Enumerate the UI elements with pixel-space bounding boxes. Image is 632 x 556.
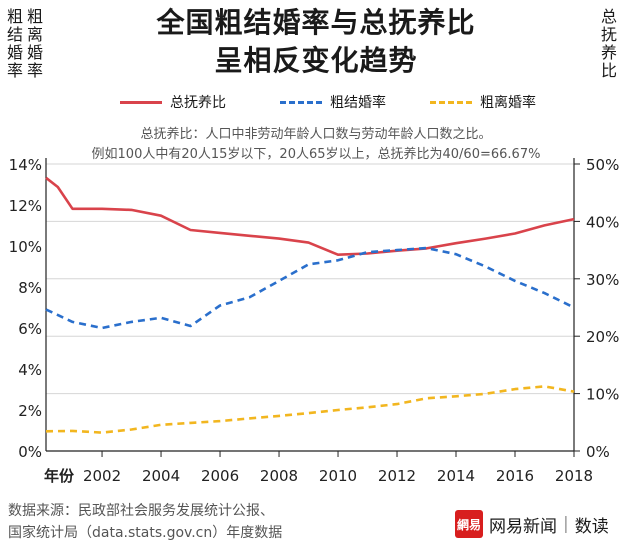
series-line-dependency [45, 176, 575, 256]
legend-item-divorce: 粗离婚率 [430, 92, 536, 112]
right-axis-label: 总抚养比 [600, 7, 617, 80]
chart-title: 全国粗结婚率与总抚养比 呈相反变化趋势 [0, 4, 632, 80]
left-axis-label-marriage: 粗结婚率 [6, 7, 23, 80]
title-line-1: 全国粗结婚率与总抚养比 [156, 6, 476, 39]
right-tick-label: 0% [586, 443, 610, 461]
title-line-2: 呈相反变化趋势 [214, 44, 418, 77]
brand-divider: | [563, 514, 569, 534]
legend-label-divorce: 粗离婚率 [480, 95, 536, 111]
x-axis-title: 年份 [44, 467, 75, 485]
brand-sub: 数读 [574, 516, 609, 537]
x-tick-label: 2014 [437, 467, 475, 485]
x-tick-label: 2016 [496, 467, 534, 485]
right-tick-label: 10% [586, 386, 619, 404]
legend-swatch-marriage [280, 100, 322, 104]
x-tick-label: 2008 [260, 467, 298, 485]
legend-item-marriage: 粗结婚率 [280, 92, 386, 112]
netease-logo-icon: 網易 [455, 510, 483, 538]
x-tick-label: 2010 [319, 467, 357, 485]
x-tick-label: 2006 [201, 467, 239, 485]
right-tick-label: 50% [586, 156, 619, 174]
x-tick-label: 2018 [555, 467, 593, 485]
left-tick-label: 2% [18, 402, 42, 420]
legend-item-dependency: 总抚养比 [120, 92, 226, 112]
brand: 網易 网易新闻 | 数读 [455, 510, 609, 538]
left-axis-label-divorce: 粗离婚率 [26, 7, 43, 80]
left-tick-label: 4% [18, 361, 42, 379]
note-line-1: 总抚养比：人口中非劳动年龄人口数与劳动年龄人口数之比。 [140, 127, 492, 142]
x-tick-label: 2012 [378, 467, 416, 485]
right-tick-label: 40% [586, 213, 619, 231]
x-tick-label: 2002 [83, 467, 121, 485]
source-line-1: 数据来源：民政部社会服务发展统计公报、 [8, 503, 274, 519]
left-tick-label: 10% [9, 238, 42, 256]
x-tick-label: 2004 [142, 467, 180, 485]
data-source: 数据来源：民政部社会服务发展统计公报、 国家统计局（data.stats.gov… [8, 500, 282, 544]
series-line-marriage [45, 246, 575, 330]
legend-label-marriage: 粗结婚率 [330, 95, 386, 111]
series-line-divorce [45, 385, 575, 434]
source-line-2: 国家统计局（data.stats.gov.cn）年度数据 [8, 525, 283, 541]
legend-swatch-dependency [120, 100, 162, 104]
right-tick-label: 30% [586, 271, 619, 289]
left-tick-label: 0% [18, 443, 42, 461]
legend-label-dependency: 总抚养比 [170, 95, 226, 111]
brand-name: 网易新闻 [489, 516, 557, 537]
left-tick-label: 14% [9, 156, 42, 174]
line-chart: 0% 10% 20% 30% 40% 50% 0% 2% 4% 6% 8% 10% 12% 14% 2002… [9, 156, 620, 485]
left-tick-label: 6% [18, 320, 42, 338]
left-tick-label: 8% [18, 279, 42, 297]
right-tick-label: 20% [586, 328, 619, 346]
note-line-2: 例如100人中有20人15岁以下，20人65岁以上，总抚养比为40/60=66.… [91, 147, 541, 162]
legend-swatch-divorce [430, 100, 472, 104]
left-tick-label: 12% [9, 197, 42, 215]
